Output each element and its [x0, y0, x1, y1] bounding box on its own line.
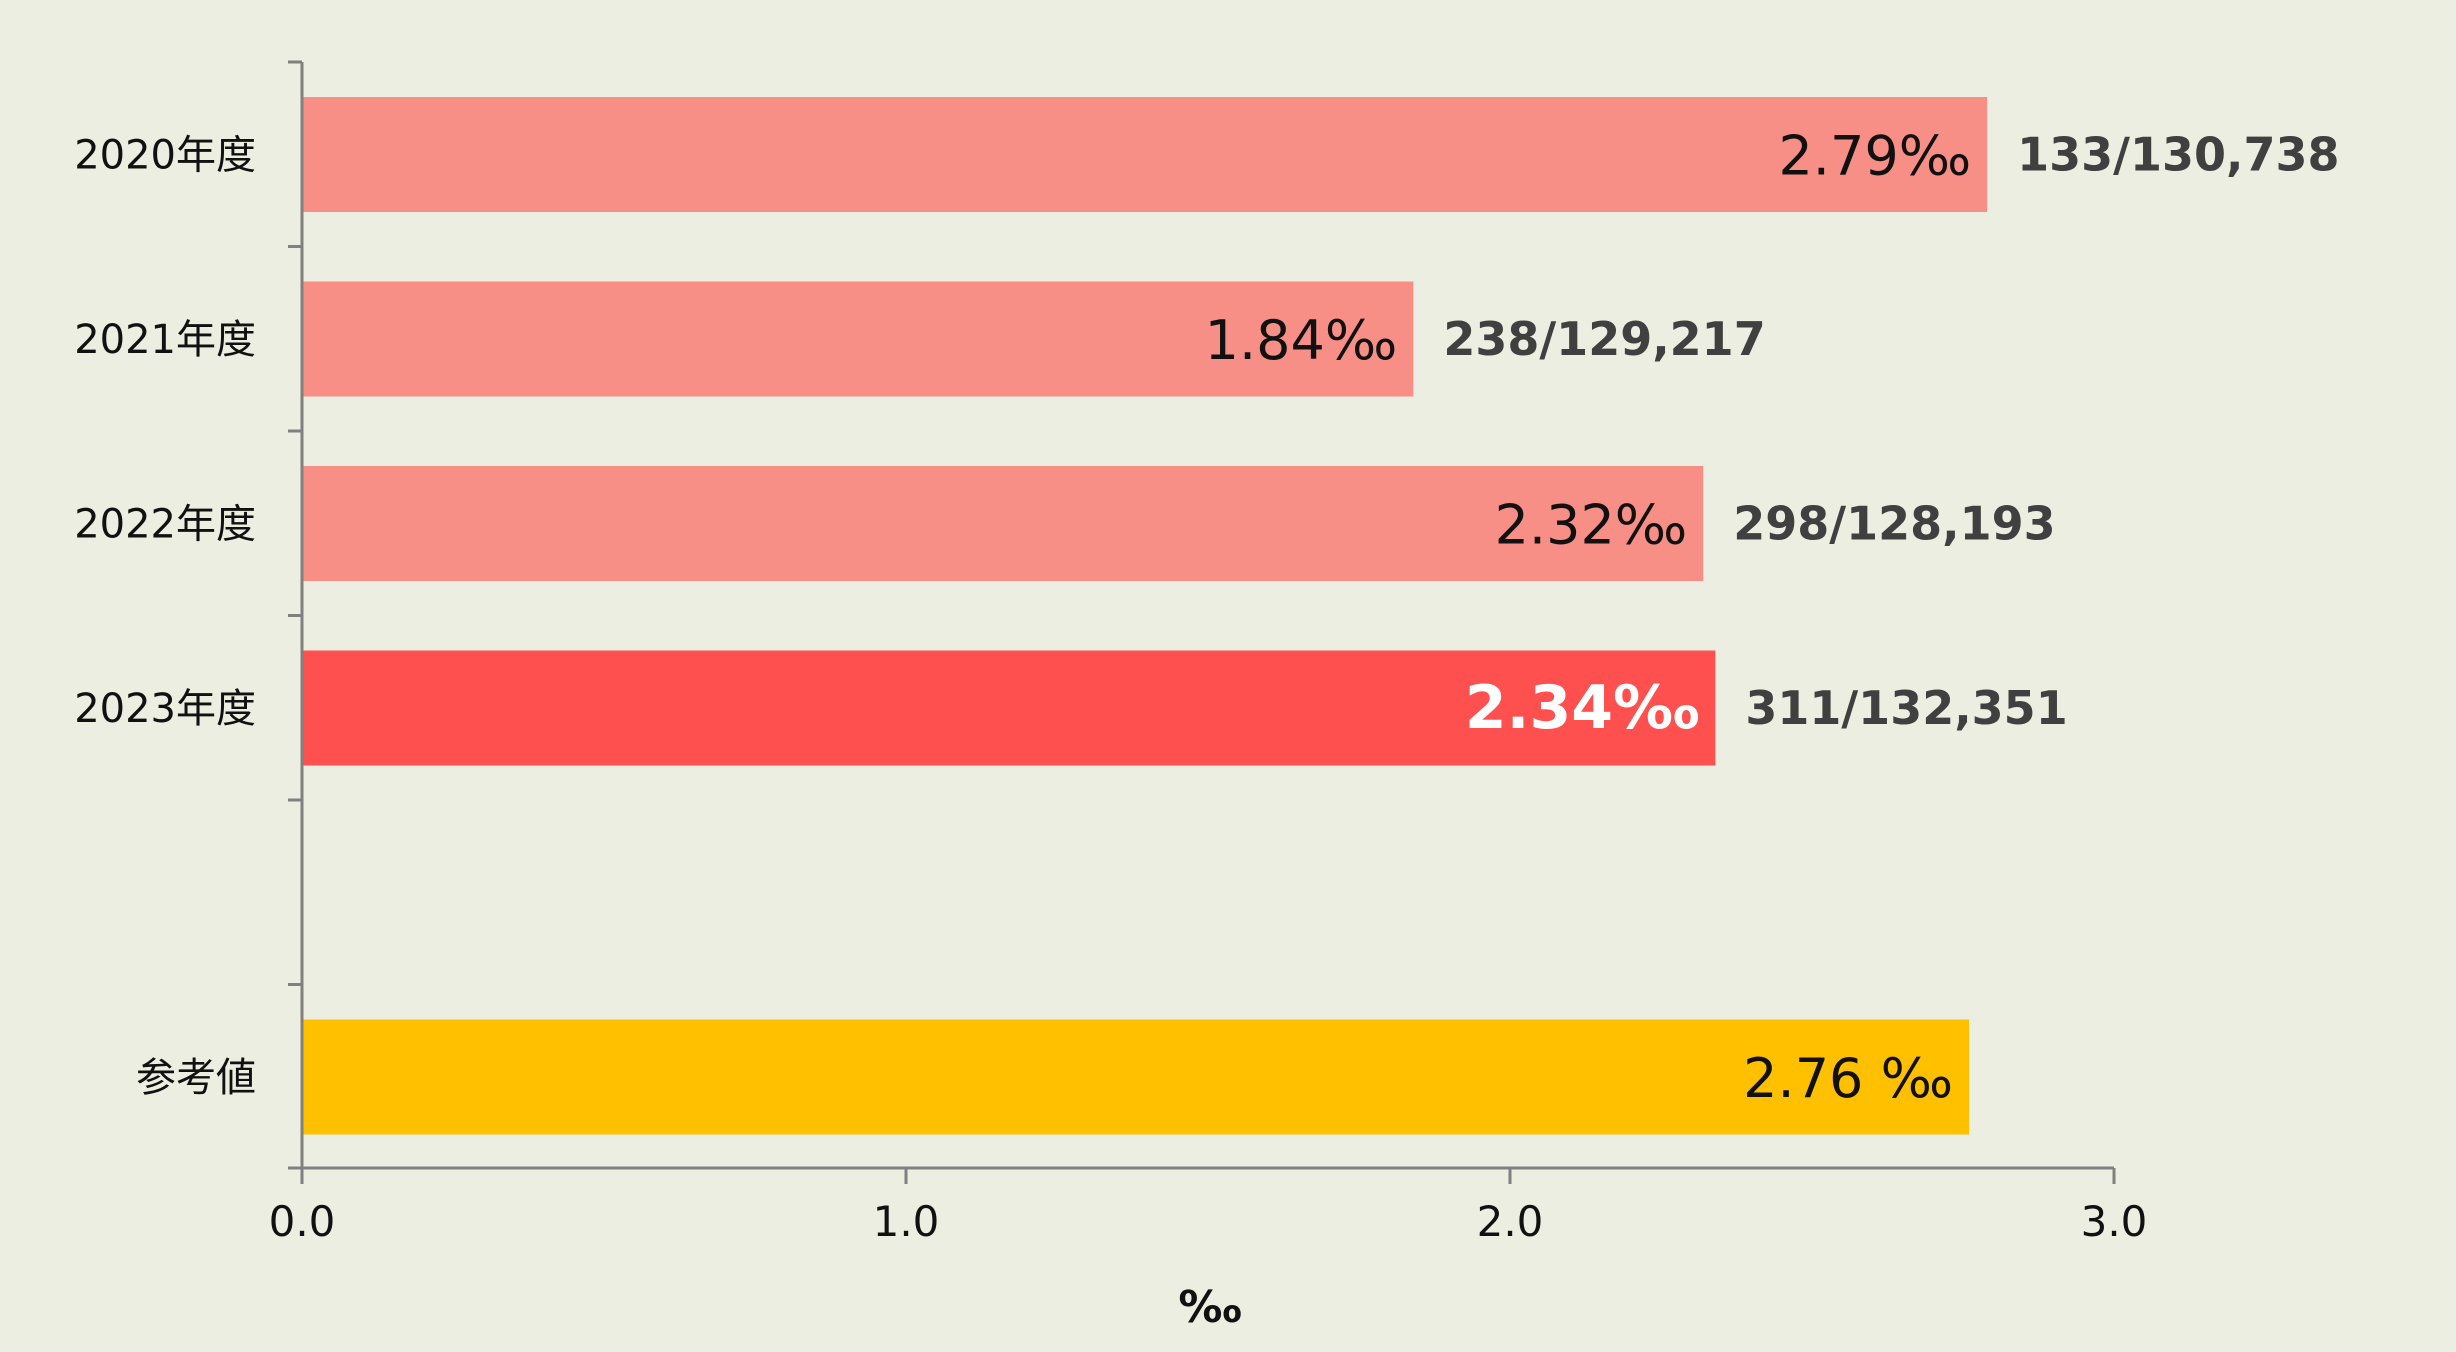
- labels-layer: 2020年度 2.79‰ 133/130,738 2021年度 1.84‰ 238/129…: [74, 125, 2339, 1247]
- x-tick-label: 3.0: [2081, 1197, 2148, 1246]
- category-label: 2022年度: [74, 502, 256, 548]
- x-axis-title: ‰: [1178, 1282, 1241, 1333]
- category-label: 参考値: [136, 1055, 256, 1101]
- count-label: 298/128,193: [1733, 497, 2055, 551]
- bar: [302, 281, 1414, 397]
- category-label: 2021年度: [74, 317, 256, 363]
- data-label: 2.79‰: [1778, 125, 1971, 188]
- count-label: 238/129,217: [1443, 312, 1765, 366]
- data-label: 2.34‰: [1465, 673, 1699, 743]
- x-tick-label: 2.0: [1477, 1197, 1544, 1246]
- count-label: 311/132,351: [1745, 681, 2067, 735]
- category-label: 2020年度: [74, 133, 256, 179]
- bar: [302, 650, 1716, 766]
- data-label: 2.32‰: [1495, 494, 1688, 557]
- data-label: 2.76 ‰: [1743, 1047, 1953, 1110]
- bar: [302, 1019, 1970, 1135]
- axis-layer: [288, 60, 2116, 1184]
- bars-layer: [302, 97, 1988, 1135]
- category-label: 2023年度: [74, 686, 256, 732]
- x-tick-label: 0.0: [269, 1197, 336, 1246]
- bar: [302, 97, 1988, 212]
- x-tick-label: 1.0: [873, 1197, 940, 1246]
- count-label: 133/130,738: [2017, 128, 2339, 182]
- bar: [302, 466, 1704, 581]
- data-label: 1.84‰: [1205, 309, 1398, 372]
